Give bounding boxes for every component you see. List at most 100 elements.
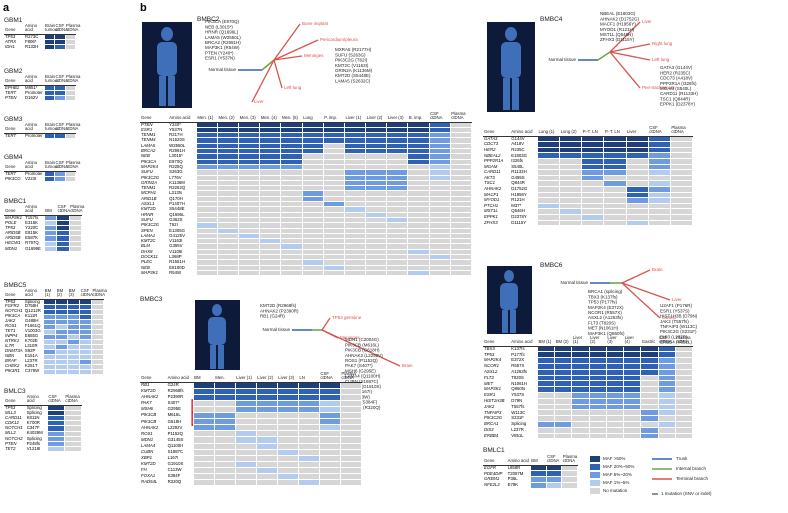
column-header: CSF ctDNA — [648, 125, 671, 137]
gene-name: MDN1 — [5, 246, 18, 251]
terminal-branch — [273, 23, 301, 61]
column-header: Gene — [4, 205, 25, 216]
gene-name: TP53 — [5, 225, 16, 230]
column-header: LN — [298, 372, 320, 383]
maf-cell — [68, 245, 83, 252]
mutation-label: PIK3C2G (T62I) — [335, 58, 368, 63]
column-header: BM (1) — [537, 336, 555, 347]
mutation-label: EPPK1 (D2378Y) — [660, 102, 696, 107]
gene-row: SUFU S263G — [140, 169, 473, 176]
maf-cell — [216, 269, 240, 277]
amino-acid: F806* — [25, 39, 37, 44]
gene-name: TNFAIP3 — [484, 409, 502, 415]
amino-acid: S263G — [169, 169, 183, 175]
column-header: CSF ctDNA — [47, 394, 65, 406]
gene-row: ASXL1 P1407H — [140, 201, 473, 208]
maf-cell — [625, 219, 649, 227]
amino-acid: S92P — [24, 349, 36, 354]
terminal-branch — [321, 329, 401, 367]
amino-acid: S231F — [511, 415, 524, 421]
column-header: Brain tumour — [44, 23, 59, 35]
gene-row: XBP1 L167I — [140, 454, 363, 462]
gene-name: PIK3CB — [141, 418, 157, 424]
column-header: Amino acid — [24, 74, 45, 86]
site-label: Meninges — [304, 53, 324, 58]
mutation-label: CARD11 (R1133H) — [660, 91, 698, 96]
gene-name: SUFU — [141, 169, 153, 175]
amino-acid: S540L — [511, 164, 524, 169]
gene-name: LAMA4 — [141, 443, 156, 448]
legend-label: MAF 5%~20% — [603, 472, 632, 477]
amino-acid: M616L — [167, 412, 181, 418]
maf-cell — [192, 479, 215, 487]
mutation-label: PIK3CB (M616L) — [345, 342, 380, 347]
amino-acid: L310R — [24, 344, 38, 349]
amino-acid: P248fs — [26, 441, 41, 446]
amino-acid: H1956Y — [511, 192, 527, 197]
maf-cell — [55, 368, 69, 375]
gene-name: PIK3C2G — [484, 415, 503, 421]
amino-acid: K137fs — [511, 346, 525, 352]
gene-name: TP53 — [5, 299, 16, 304]
panel-label: b — [140, 2, 147, 14]
maf-cell — [581, 219, 605, 227]
panel-title: BMBC6 — [540, 262, 563, 269]
table: Gene Amino acid BM Men. Liver (1) Liver (2) Li… — [140, 371, 363, 487]
column-header: BM (2) — [55, 288, 68, 300]
gene-name: NEB — [141, 265, 150, 270]
amino-acid: C347F — [26, 425, 40, 431]
gene-name: KMT2D — [141, 206, 156, 212]
column-header: Plasma ctDNA — [675, 335, 693, 347]
table: Gene Amino acid Men. (1) Men. (2) Men. (3) Me… — [140, 111, 473, 277]
amino-acid: E587K — [25, 235, 39, 241]
table: Gene Amino acid Brain tumour CSF ctDNA Plasm… — [4, 122, 80, 139]
table: Gene Amino acid BM (1) BM (2) Liver (1) Liver… — [483, 335, 694, 440]
gene-name: INPP4 — [5, 334, 18, 339]
amino-acid: D2378Y — [511, 214, 527, 220]
terminal-branch — [621, 269, 651, 284]
amino-acid: E316K — [25, 220, 39, 225]
gene-row: NBN E151A — [4, 353, 104, 360]
gene-row: LAMA1 G4125V — [140, 232, 473, 240]
column-header: Gene — [140, 112, 169, 123]
amino-acid: C113W — [167, 467, 182, 473]
amino-acid: V1106I — [169, 249, 183, 254]
gene-row: AKT3 G495S — [483, 174, 694, 182]
header-row: Gene Amino acid BM CSF ctDNA Plasma ctDNA — [483, 454, 578, 466]
amino-acid: P1152Q — [167, 430, 184, 436]
maf-cell — [561, 482, 578, 489]
gene-name: NOTCH2 — [5, 436, 23, 441]
gene-row: PIK3CG V223I — [4, 175, 76, 182]
amino-acid: K1136M — [169, 180, 185, 185]
column-header: Gene — [483, 336, 511, 347]
gene-row: RB1 G24R — [140, 381, 363, 389]
mutation-table: Gene Amino acid BM CSF ctDNA Plasma ctDNA MAP… — [4, 204, 84, 252]
amino-acid: L313fs — [169, 190, 183, 196]
gene-name: PIK3CB — [141, 412, 157, 418]
legend-label: MAF 20%~50% — [603, 464, 634, 469]
internal-branch — [597, 51, 611, 61]
amino-acid: F1661Q — [24, 324, 41, 329]
amino-acid: Y220C — [25, 225, 39, 230]
header-row: Gene Amino acid Brain tumour CSF ctDNA Plasm… — [4, 23, 80, 35]
amino-acid: D162V — [25, 95, 39, 100]
mutation-label: TSC1 (Q844R) — [660, 96, 691, 101]
maf-cell — [53, 175, 66, 182]
column-header: Liver (2) — [256, 372, 278, 383]
column-header: Amino acid — [24, 204, 45, 216]
gene-name: TET2 — [5, 446, 16, 452]
gene-name: FLT3 — [484, 375, 494, 380]
gene-name: NFE2L2 — [484, 482, 500, 488]
gene-row: MDN1 G1699E — [4, 245, 83, 252]
table: Gene Amino acid CSF ctDNA Plasma ctDNA TP53 S… — [4, 394, 83, 453]
column-header: Gene — [483, 455, 507, 466]
gene-row: TET2 V1218I — [4, 446, 83, 453]
maf-cell — [64, 132, 76, 139]
amino-acid: V1218I — [26, 446, 41, 452]
gene-name: PTEN — [5, 441, 17, 446]
column-header: Men. (5) — [280, 112, 303, 123]
maf-cell — [640, 432, 659, 440]
gene-row: PAK7 S407* — [140, 399, 363, 407]
amino-acid: E655G — [24, 334, 39, 339]
table: Gene Amino acid Brain tumour CSF ctDNA Plasm… — [4, 74, 80, 102]
